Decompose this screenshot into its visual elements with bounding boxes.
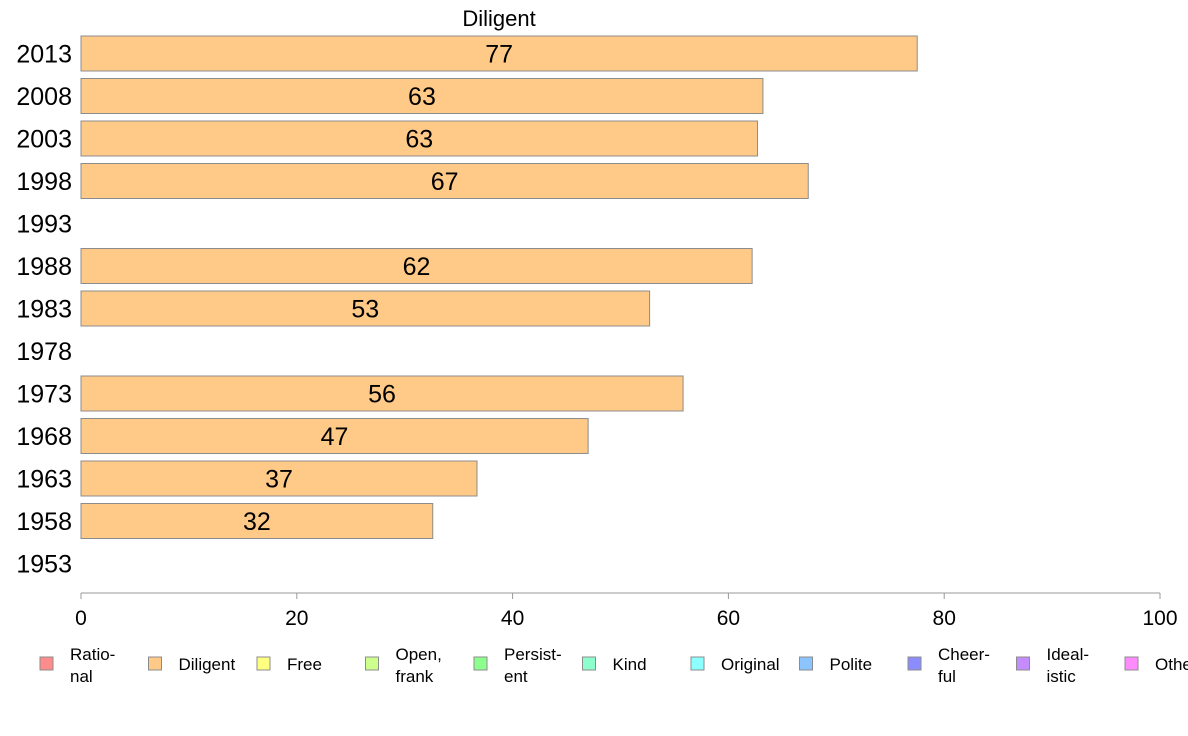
legend-label: Original	[721, 655, 780, 674]
legend-swatch	[148, 656, 162, 671]
y-tick-label: 1953	[16, 551, 72, 579]
y-tick-label: 2013	[16, 41, 72, 69]
legend-swatch	[907, 656, 922, 671]
bar	[80, 248, 753, 284]
legend-label: Polite	[830, 655, 873, 674]
legend-label: Ideal-	[1047, 645, 1090, 664]
y-axis-labels: 2013 2008 2003 1998 1993 1988 1983 1978 1973 1968…	[16, 41, 72, 579]
legend-item: Open, frank	[365, 645, 442, 686]
bar	[80, 163, 809, 199]
data-label: 63	[408, 83, 436, 111]
legend-label: nal	[70, 667, 93, 686]
legend-label: Kind	[613, 655, 647, 674]
legend-label: Diligent	[179, 655, 236, 674]
legend-swatch	[39, 656, 54, 671]
legend-swatch	[1124, 656, 1139, 671]
legend-label: ful	[938, 667, 956, 686]
bar	[80, 78, 764, 114]
x-axis: 0 20 40 60 80 100	[75, 592, 1178, 630]
legend-swatch	[799, 656, 813, 671]
x-tick-label: 40	[501, 607, 524, 630]
x-tick-label: 0	[75, 607, 87, 630]
legend-item: Persist-ent	[473, 645, 562, 686]
legend-item: Other	[1124, 655, 1188, 674]
legend-swatch	[690, 656, 705, 671]
legend-item: Ratio-nal	[39, 645, 115, 686]
x-tick-label: 20	[285, 607, 308, 630]
legend-label: Open,	[396, 645, 442, 664]
bar	[80, 35, 918, 72]
legend-label: Free	[287, 655, 322, 674]
y-tick-label: 1963	[16, 466, 72, 494]
legend-label: ent	[504, 667, 528, 686]
y-tick-label: 1988	[16, 253, 72, 281]
y-tick-label: 1983	[16, 296, 72, 324]
legend-swatch	[1016, 656, 1030, 671]
data-label: 63	[405, 126, 433, 154]
legend-item: Original	[690, 655, 780, 674]
legend-item: Cheer-ful	[907, 645, 990, 686]
legend-label: Ratio-	[70, 645, 115, 664]
legend: Ratio-nal Diligent Free Open, frank Persist-e…	[39, 645, 1188, 686]
legend-swatch	[582, 656, 596, 671]
legend-swatch	[256, 656, 271, 671]
legend-label: Other	[1155, 655, 1188, 674]
legend-label: Persist-	[504, 645, 562, 664]
y-tick-label: 1993	[16, 211, 72, 239]
bar	[80, 503, 434, 539]
bar	[80, 460, 478, 497]
chart-title: Diligent	[462, 6, 535, 31]
legend-item: Kind	[582, 655, 647, 674]
y-tick-label: 1978	[16, 338, 72, 366]
bar	[80, 290, 651, 327]
bars: 77 63 63 67 62 53 56 47 37 32	[80, 35, 918, 539]
data-label: 62	[403, 253, 431, 281]
legend-item: Ideal-istic	[1016, 645, 1090, 686]
bar	[80, 120, 759, 157]
legend-swatch	[365, 656, 379, 671]
legend-swatch	[473, 656, 488, 671]
legend-label: frank	[396, 667, 434, 686]
data-label: 77	[485, 41, 513, 69]
data-label: 47	[321, 423, 349, 451]
y-tick-label: 2003	[16, 126, 72, 154]
x-tick-label: 60	[717, 607, 740, 630]
y-tick-label: 1958	[16, 508, 72, 536]
x-tick-label: 80	[933, 607, 956, 630]
data-label: 53	[351, 296, 379, 324]
legend-label: istic	[1047, 667, 1077, 686]
x-tick-label: 100	[1142, 607, 1177, 630]
data-label: 67	[431, 168, 459, 196]
legend-item: Diligent	[148, 655, 236, 674]
bar	[80, 418, 589, 454]
y-tick-label: 2008	[16, 83, 72, 111]
bar	[80, 375, 684, 412]
legend-item: Polite	[799, 655, 873, 674]
data-label: 37	[265, 466, 293, 494]
y-tick-label: 1973	[16, 381, 72, 409]
data-label: 56	[368, 381, 396, 409]
y-tick-label: 1998	[16, 168, 72, 196]
data-label: 32	[243, 508, 271, 536]
legend-item: Free	[256, 655, 322, 674]
legend-label: Cheer-	[938, 645, 990, 664]
y-tick-label: 1968	[16, 423, 72, 451]
